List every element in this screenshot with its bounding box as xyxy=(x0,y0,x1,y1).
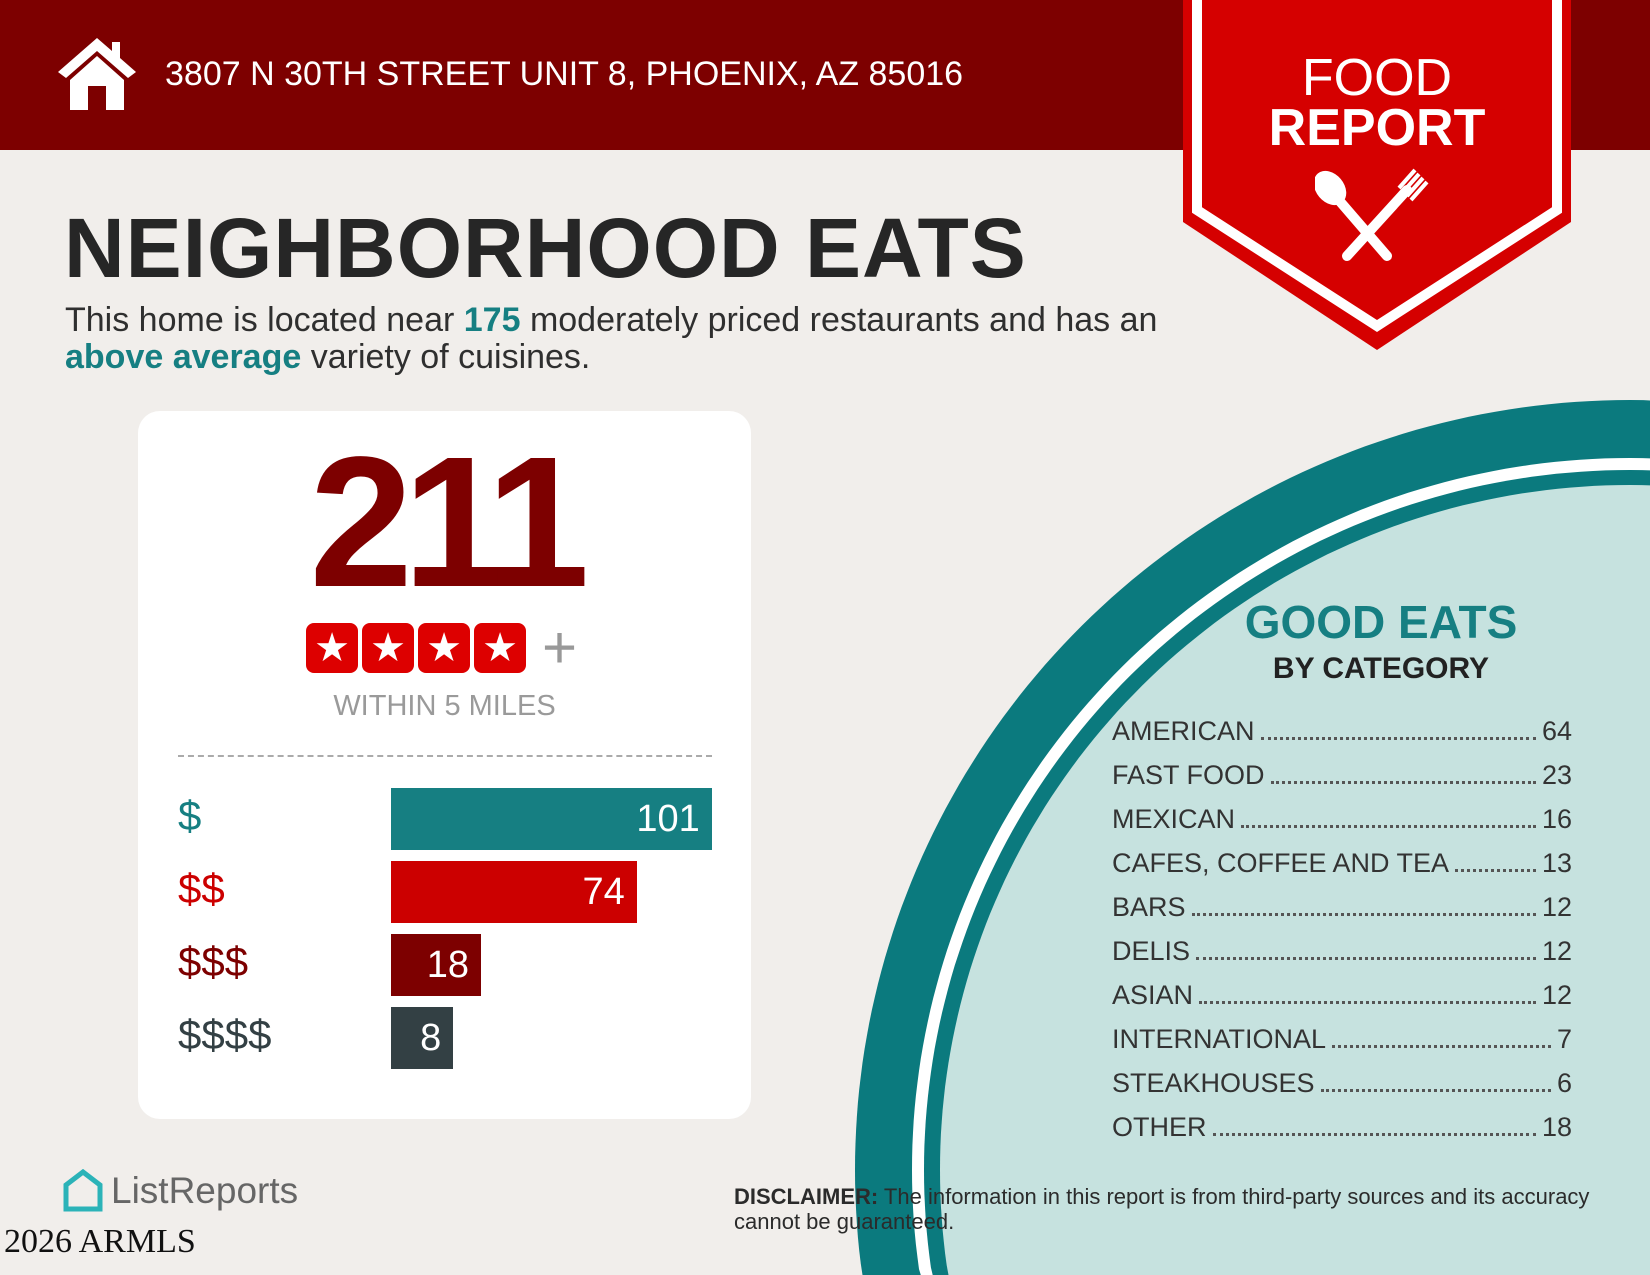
price-row: $$$ 18 xyxy=(178,934,718,996)
category-count: 64 xyxy=(1541,716,1572,746)
category-count: 12 xyxy=(1541,892,1572,922)
price-bar: 74 xyxy=(391,861,637,923)
star-icon: ★ xyxy=(418,623,470,673)
category-label: STEAKHOUSES xyxy=(1112,1068,1315,1098)
price-row: $$$$ 8 xyxy=(178,1007,718,1069)
food-report-banner xyxy=(1183,0,1571,350)
category-label: MEXICAN xyxy=(1112,804,1236,834)
price-bar: 18 xyxy=(391,934,482,996)
price-row: $101 xyxy=(178,788,718,850)
leader-dots xyxy=(1241,810,1536,828)
watermark: 2026 ARMLS xyxy=(4,1223,196,1260)
category-label: CAFES, COFFEE AND TEA xyxy=(1112,848,1450,878)
leader-dots xyxy=(1260,722,1536,740)
category-label: AMERICAN xyxy=(1112,716,1255,746)
category-row: OTHER 18 xyxy=(1112,1110,1572,1146)
intro-text: This home is located near 175 moderately… xyxy=(65,301,1158,376)
categories-subtitle: BY CATEGORY xyxy=(1272,652,1490,685)
banner-line2: REPORT xyxy=(1268,99,1486,157)
price-label: $$$$ xyxy=(178,1011,272,1058)
category-label: DELIS xyxy=(1112,936,1191,966)
category-label: INTERNATIONAL xyxy=(1112,1024,1327,1054)
category-row: MEXICAN 16 xyxy=(1112,802,1572,838)
plus-sign: + xyxy=(542,614,578,681)
category-count: 12 xyxy=(1541,936,1572,966)
divider xyxy=(178,755,712,757)
category-count: 6 xyxy=(1556,1068,1572,1098)
within-label: WITHIN 5 MILES xyxy=(333,690,556,722)
star-icon: ★ xyxy=(362,623,414,673)
category-label: BARS xyxy=(1112,892,1186,922)
leader-dots xyxy=(1332,1030,1551,1048)
category-label: OTHER xyxy=(1112,1112,1207,1142)
categories-title: GOOD EATS xyxy=(1244,596,1518,648)
summary-card xyxy=(138,411,751,1119)
category-count: 23 xyxy=(1541,760,1572,790)
house-icon xyxy=(58,38,136,110)
category-label: FAST FOOD xyxy=(1112,760,1265,790)
page-title: NEIGHBORHOOD EATS xyxy=(64,201,1027,295)
category-row: DELIS 12 xyxy=(1112,934,1572,970)
star-icon: ★ xyxy=(474,623,526,673)
category-row: INTERNATIONAL 7 xyxy=(1112,1022,1572,1058)
banner-line1: FOOD xyxy=(1301,49,1453,107)
leader-dots xyxy=(1455,854,1536,872)
category-row: CAFES, COFFEE AND TEA 13 xyxy=(1112,846,1572,882)
leader-dots xyxy=(1191,898,1536,916)
price-label: $$ xyxy=(178,865,225,912)
leader-dots xyxy=(1320,1074,1551,1092)
category-row: BARS 12 xyxy=(1112,890,1572,926)
leader-dots xyxy=(1270,766,1536,784)
price-bar: 8 xyxy=(391,1007,454,1069)
category-row: STEAKHOUSES 6 xyxy=(1112,1066,1572,1102)
category-row: FAST FOOD 23 xyxy=(1112,758,1572,794)
disclaimer: DISCLAIMER: The information in this repo… xyxy=(734,1184,1590,1234)
leader-dots xyxy=(1199,986,1536,1004)
leader-dots xyxy=(1196,942,1536,960)
rating-stars: ★ ★ ★ ★ + xyxy=(306,614,578,681)
leader-dots xyxy=(1212,1118,1536,1136)
total-restaurants: 211 xyxy=(309,419,589,626)
category-row: ASIAN 12 xyxy=(1112,978,1572,1014)
address: 3807 N 30TH STREET UNIT 8, PHOENIX, AZ 8… xyxy=(165,55,964,93)
star-icon: ★ xyxy=(306,623,358,673)
category-count: 7 xyxy=(1556,1024,1572,1054)
logo-house-icon xyxy=(63,1169,103,1212)
price-label: $$$ xyxy=(178,938,249,985)
listreports-logo: ListReports xyxy=(63,1168,298,1214)
category-label: ASIAN xyxy=(1112,980,1194,1010)
category-count: 18 xyxy=(1541,1112,1572,1142)
price-label: $ xyxy=(178,792,202,839)
category-count: 13 xyxy=(1541,848,1572,878)
plate-fill xyxy=(940,485,1650,1275)
spoon-fork-icon xyxy=(1315,168,1429,261)
category-row: AMERICAN 64 xyxy=(1112,714,1572,750)
category-count: 16 xyxy=(1541,804,1572,834)
price-row: $$ 74 xyxy=(178,861,718,923)
category-count: 12 xyxy=(1541,980,1572,1010)
price-bar: 101 xyxy=(391,788,712,850)
